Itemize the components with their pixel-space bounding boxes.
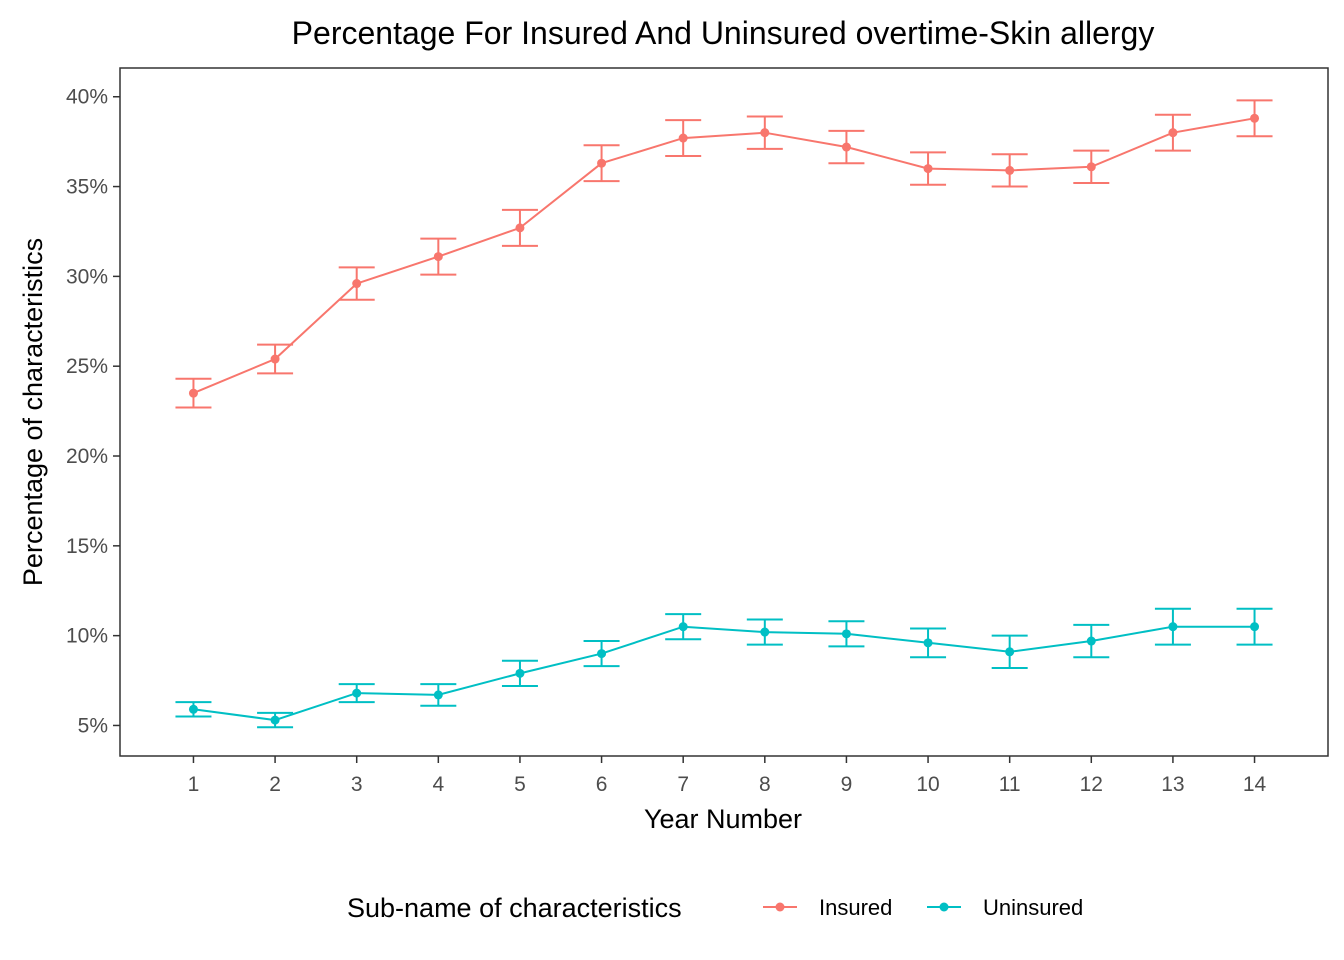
x-tick-label: 10 (916, 773, 939, 796)
chart-title: Percentage For Insured And Uninsured ove… (292, 15, 1155, 51)
y-tick-label: 10% (66, 625, 108, 648)
uninsured-point (1168, 622, 1178, 632)
insured-point (1005, 165, 1015, 175)
x-tick-label: 7 (677, 773, 689, 796)
legend-label-uninsured: Uninsured (983, 895, 1083, 920)
insured-point (188, 388, 198, 398)
y-axis-title: Percentage of characteristics (18, 238, 48, 586)
uninsured-point (188, 704, 198, 714)
y-tick-label: 35% (66, 176, 108, 199)
y-tick-label: 25% (66, 355, 108, 378)
y-tick-label: 40% (66, 86, 108, 109)
y-tick-label: 5% (78, 714, 108, 737)
insured-point (923, 164, 933, 174)
insured-point (678, 133, 688, 143)
x-axis: 1 2 3 4 5 6 7 8 9 10 11 12 13 14 (188, 756, 1267, 796)
x-tick-label: 3 (351, 773, 363, 796)
x-tick-label: 14 (1243, 773, 1267, 796)
x-tick-label: 8 (759, 773, 771, 796)
insured-point (515, 223, 525, 233)
plot-panel (119, 67, 1329, 757)
x-tick-label: 5 (514, 773, 526, 796)
uninsured-point (270, 715, 280, 725)
series-insured (175, 99, 1273, 409)
insured-point (352, 279, 362, 289)
uninsured-line (193, 625, 1255, 722)
insured-point (760, 128, 770, 138)
insured-point (270, 354, 280, 364)
x-tick-label: 12 (1080, 773, 1103, 796)
x-tick-label: 6 (596, 773, 608, 796)
y-tick-label: 30% (66, 265, 108, 288)
x-tick-label: 4 (432, 773, 444, 796)
y-tick-label: 15% (66, 535, 108, 558)
insured-line (193, 117, 1255, 395)
uninsured-point (1250, 622, 1260, 632)
insured-point (597, 158, 607, 168)
uninsured-point (841, 629, 851, 639)
x-tick-label: 13 (1161, 773, 1184, 796)
legend-key-uninsured: Uninsured (927, 895, 1083, 920)
insured-point (1250, 113, 1260, 123)
y-axis: 5% 10% 15% 20% 25% 30% 35% 40% (66, 86, 120, 737)
legend-key-insured: Insured (763, 895, 892, 920)
insured-point (1168, 128, 1178, 138)
series-layer (175, 99, 1273, 729)
uninsured-point (1005, 647, 1015, 657)
uninsured-point (760, 627, 770, 637)
uninsured-point (678, 622, 688, 632)
uninsured-point (597, 649, 607, 659)
uninsured-point (352, 688, 362, 698)
uninsured-point (515, 668, 525, 678)
x-tick-label: 2 (269, 773, 281, 796)
uninsured-point (1086, 636, 1096, 646)
x-axis-title: Year Number (644, 804, 802, 834)
legend-keys: Insured Uninsured (763, 895, 1083, 920)
insured-point (433, 252, 443, 262)
x-tick-label: 1 (188, 773, 200, 796)
y-tick-label: 20% (66, 445, 108, 468)
series-uninsured (175, 607, 1273, 729)
x-tick-label: 9 (841, 773, 853, 796)
legend: Sub-name of characteristics Insured Unins… (347, 893, 1083, 923)
insured-point (841, 142, 851, 152)
insured-point (1086, 162, 1096, 172)
uninsured-point (923, 638, 933, 648)
legend-title: Sub-name of characteristics (347, 893, 682, 923)
legend-label-insured: Insured (819, 895, 892, 920)
x-tick-label: 11 (999, 773, 1021, 796)
uninsured-point (433, 690, 443, 700)
